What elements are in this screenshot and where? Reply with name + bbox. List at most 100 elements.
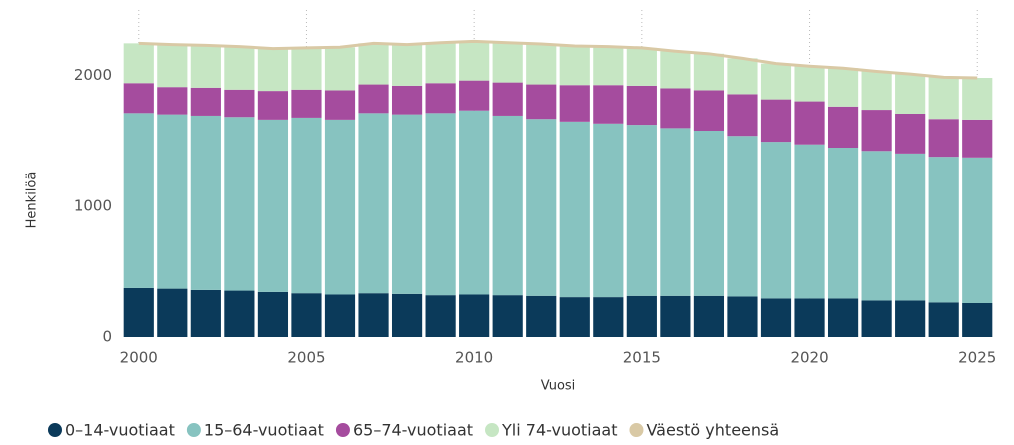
bar-segment: [928, 77, 959, 120]
bar-segment: [559, 121, 590, 298]
bar-segment: [123, 43, 154, 84]
bar-segment: [391, 293, 423, 337]
bar-segment: [794, 298, 825, 337]
x-tick-label: 2015: [623, 349, 661, 367]
legend-marker: [485, 423, 500, 437]
bar-segment: [593, 123, 624, 298]
legend-label: Yli 74-vuotiaat: [501, 421, 617, 440]
bar-segment: [257, 291, 289, 337]
bar-segment: [224, 117, 255, 291]
legend-marker: [629, 423, 644, 437]
bar-segment: [190, 115, 221, 290]
legend-marker: [335, 423, 350, 437]
bar-segment: [895, 113, 926, 154]
bar-segment: [626, 295, 657, 337]
bar-segment: [895, 153, 926, 301]
bar-segment: [123, 113, 154, 288]
x-tick-label: 2020: [790, 349, 828, 367]
bar-segment: [425, 83, 456, 114]
bar-segment: [928, 302, 959, 337]
bar-segment: [693, 130, 725, 296]
bar-segment: [492, 115, 523, 296]
bar-segment: [190, 289, 221, 337]
legend-label: 15–64-vuotiaat: [204, 421, 324, 440]
bar-segment: [459, 110, 490, 295]
bar-segment: [760, 63, 792, 100]
bar-segment: [324, 119, 356, 295]
bar-segment: [660, 51, 691, 89]
bar-segment: [425, 42, 456, 84]
bar-segment: [324, 90, 356, 120]
legend-label: 65–74-vuotiaat: [353, 421, 473, 440]
bar-segment: [861, 110, 892, 152]
y-tick-label: 2000: [74, 66, 112, 84]
bar-segment: [593, 297, 624, 337]
bar-segment: [157, 114, 188, 289]
bar-segment: [626, 47, 657, 86]
bar-segment: [760, 99, 792, 143]
bar-segment: [895, 74, 926, 114]
bar-segment: [660, 295, 691, 337]
bar-segment: [928, 119, 959, 158]
bar-segment: [861, 71, 892, 111]
bar-segment: [962, 78, 993, 120]
bar-segment: [827, 298, 859, 337]
bar-segment: [895, 300, 926, 337]
bar-segment: [727, 296, 758, 337]
bar-segment: [827, 68, 859, 107]
bar-segment: [928, 157, 959, 303]
bar-segment: [526, 119, 557, 296]
bar-segment: [760, 142, 792, 299]
legend-marker: [186, 423, 201, 437]
x-tick-label: 2005: [287, 349, 325, 367]
bar-segment: [190, 87, 221, 116]
bar-segment: [827, 106, 859, 148]
bar-segment: [660, 88, 691, 129]
bar-segment: [257, 91, 289, 120]
total-line: [138, 39, 978, 80]
bar-segment: [526, 84, 557, 120]
bar-segment: [459, 294, 490, 337]
bar-segment: [123, 287, 154, 337]
bar-segment: [157, 44, 188, 88]
bar-segment: [391, 114, 423, 294]
bar-segment: [391, 44, 423, 86]
y-tick-label: 0: [102, 328, 112, 346]
bar-segment: [492, 42, 523, 83]
bar-segment: [391, 85, 423, 115]
bar-segment: [358, 293, 389, 337]
bar-segment: [526, 44, 557, 85]
bar-segment: [358, 113, 389, 294]
x-tick-label: 2025: [958, 349, 996, 367]
bar-segment: [459, 41, 490, 81]
x-axis-title: Vuosi: [541, 379, 576, 394]
bar-segment: [190, 45, 221, 88]
x-tick-label: 2000: [120, 349, 158, 367]
bar-segment: [157, 288, 188, 337]
bar-segment: [358, 84, 389, 114]
bar-segment: [760, 298, 792, 337]
bar-segment: [224, 46, 255, 90]
bar-segment: [693, 53, 725, 91]
bar-segment: [324, 294, 356, 337]
bar-segment: [727, 136, 758, 297]
bar-segment: [324, 47, 356, 91]
bar-segment: [291, 89, 322, 118]
bar-segment: [559, 297, 590, 337]
bar-segment: [358, 43, 389, 85]
bar-segment: [861, 151, 892, 301]
bar-segment: [492, 82, 523, 116]
bar-segment: [425, 295, 456, 337]
bar-segment: [693, 90, 725, 131]
bar-segment: [257, 48, 289, 92]
bar-segment: [861, 300, 892, 337]
bar-segment: [291, 117, 322, 294]
bar-segment: [794, 101, 825, 145]
bar-segment: [593, 46, 624, 86]
bar-segment: [593, 85, 624, 124]
bar-segment: [257, 119, 289, 292]
bar-segment: [224, 89, 255, 118]
bar-segment: [559, 85, 590, 122]
y-axis-title: Henkilöä: [25, 172, 40, 229]
